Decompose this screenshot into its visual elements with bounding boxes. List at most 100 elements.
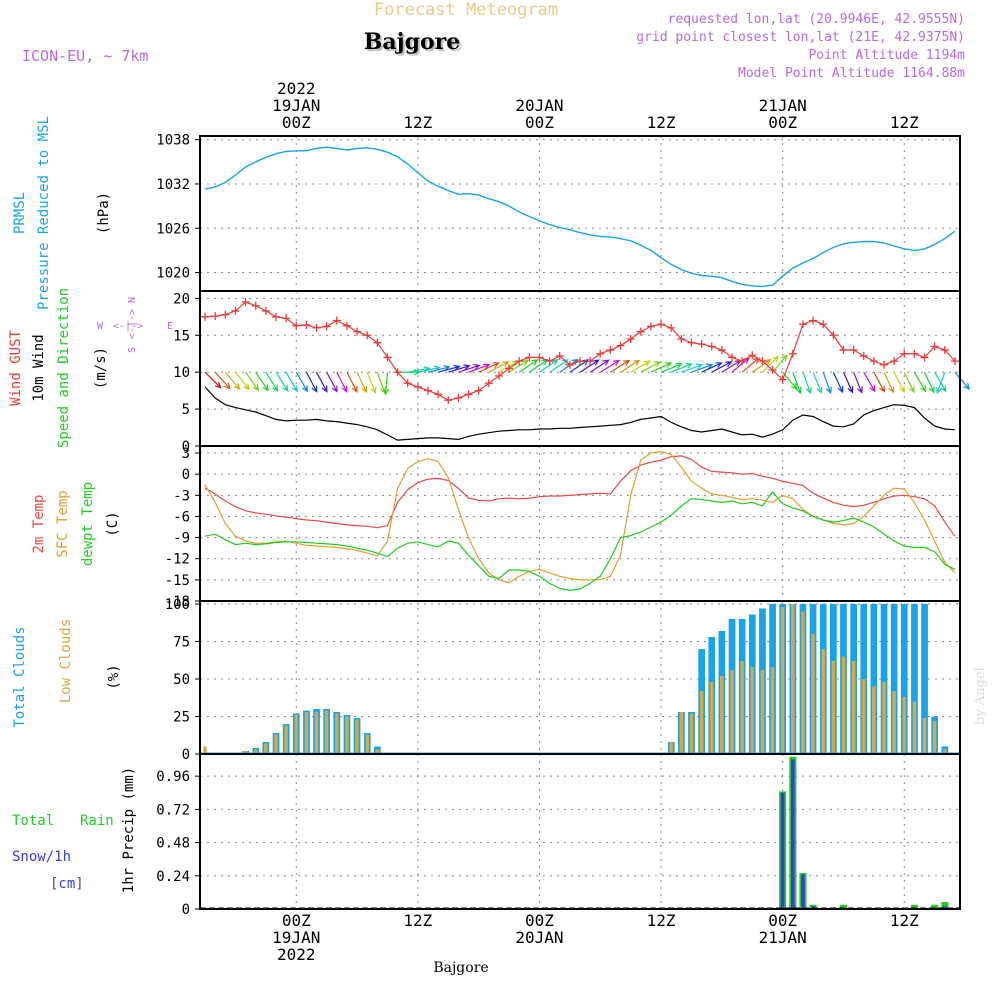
y-tick-label: 100 (165, 597, 190, 613)
time-label: 00Z (525, 911, 554, 930)
time-label: 00Z (282, 113, 311, 132)
snow-bar (801, 874, 805, 909)
wind-direction-arrows (204, 354, 970, 396)
gust-marker (920, 353, 929, 362)
wind-gust-label: Wind GUST (8, 330, 24, 406)
gust-marker (353, 327, 362, 336)
rain-bar (931, 904, 939, 909)
wind-direction-arrow (295, 371, 309, 393)
prmsl-label: PRMSL (12, 192, 28, 234)
low-cloud-bar (264, 743, 268, 754)
low-cloud-bar (710, 682, 714, 754)
y-tick-label: 0.96 (156, 769, 190, 785)
y-tick-label: 75 (173, 635, 190, 651)
gust-marker (626, 334, 635, 343)
gust-marker (515, 357, 524, 366)
low-cloud-bar (851, 661, 856, 754)
pressure-msl-label: Pressure Reduced to MSL (36, 116, 52, 310)
gust-marker (555, 351, 564, 360)
wind-direction-arrow (214, 371, 231, 390)
temperature-grid (200, 446, 960, 601)
low-cloud-bar (720, 676, 724, 754)
gust-marker (454, 394, 463, 403)
gust-marker (616, 341, 625, 350)
gust-marker (292, 321, 301, 330)
gust-marker (201, 312, 210, 321)
compass-rose: N <-|-> S W <-|-> E (97, 297, 173, 353)
gust-marker (424, 386, 432, 395)
temp-2m-series-line (204, 455, 956, 537)
rain-bar (910, 904, 918, 909)
low-cloud-bar (365, 734, 369, 754)
gust-marker (839, 346, 848, 355)
wind-direction-arrow (893, 371, 905, 394)
wind-direction-arrow (315, 371, 328, 393)
wind-direction-arrow (305, 371, 318, 393)
wind-direction-arrow (508, 359, 529, 373)
gust-marker (849, 346, 858, 355)
y-tick-label: 1038 (156, 133, 190, 149)
credit-text: by Angel (973, 667, 988, 725)
gust-marker (565, 360, 574, 369)
wind-direction-arrow (711, 361, 733, 373)
wind-direction-arrow (812, 371, 823, 394)
y-tick-label: -9 (173, 531, 190, 547)
gust-marker (707, 342, 716, 351)
wind-direction-arrow (285, 371, 298, 393)
time-label: 12Z (890, 911, 919, 930)
pressure-panel: PRMSL Pressure Reduced to MSL (hPa) 1020… (12, 116, 961, 310)
gust-marker (728, 353, 736, 362)
gust-marker (241, 298, 250, 307)
wind-direction-arrow (204, 371, 222, 389)
compass-ns-arrow: <-|-> (127, 309, 138, 339)
temp-unit-label: (C) (105, 511, 121, 536)
y-tick-label: 25 (173, 710, 190, 726)
wind-direction-arrow (488, 361, 510, 373)
wind-direction-arrow (346, 371, 358, 394)
gust-marker (748, 351, 757, 360)
gust-marker (373, 338, 382, 347)
gust-marker (596, 349, 605, 358)
wind-direction-arrow (437, 364, 461, 373)
low-cloud-bar (689, 713, 694, 754)
wind-direction-arrow (366, 371, 377, 394)
wind-direction-arrow (670, 363, 693, 373)
y-tick-label: 1032 (156, 177, 190, 193)
wind-direction-arrow (382, 372, 390, 396)
wind-direction-arrow (448, 364, 471, 373)
wind-direction-arrow (751, 358, 772, 373)
rain-bar (839, 904, 847, 909)
wind-direction-arrow (326, 371, 338, 393)
clouds-panel: Total Clouds Low Clouds (%) 0 25 50 75 100 (12, 597, 961, 763)
precip-y-axis: 0 0.24 0.48 0.72 0.96 (156, 769, 200, 918)
snow-bar (791, 759, 795, 909)
gust-marker (505, 364, 514, 373)
wind-direction-arrow (528, 358, 549, 373)
gust-marker (332, 316, 341, 325)
wind-direction-arrow (518, 359, 539, 373)
total-clouds-label: Total Clouds (12, 626, 28, 727)
time-label: 21JAN (759, 928, 807, 947)
gust-marker (880, 360, 888, 369)
low-cloud-bar (882, 682, 886, 754)
gust-marker (646, 322, 655, 331)
wind-direction-arrow (599, 359, 621, 373)
y-tick-label: 3 (182, 446, 190, 462)
time-label: 2022 (277, 945, 316, 964)
time-label: 12Z (890, 113, 919, 132)
gust-marker (930, 342, 939, 351)
y-tick-label: -15 (165, 573, 190, 589)
low-cloud-bar (780, 607, 785, 754)
low-cloud-bar (730, 670, 734, 754)
low-cloud-bar (811, 634, 815, 754)
wind-grid (200, 291, 960, 446)
temp-sfc-label: SFC Temp (55, 490, 71, 557)
wind-direction-arrow (853, 371, 863, 394)
y-tick-label: -18 (165, 594, 190, 610)
low-cloud-bar (943, 749, 947, 754)
low-cloud-bar (304, 712, 309, 754)
y-tick-label: 1020 (156, 266, 190, 282)
time-label: 20JAN (515, 96, 563, 115)
gust-marker (393, 368, 402, 377)
